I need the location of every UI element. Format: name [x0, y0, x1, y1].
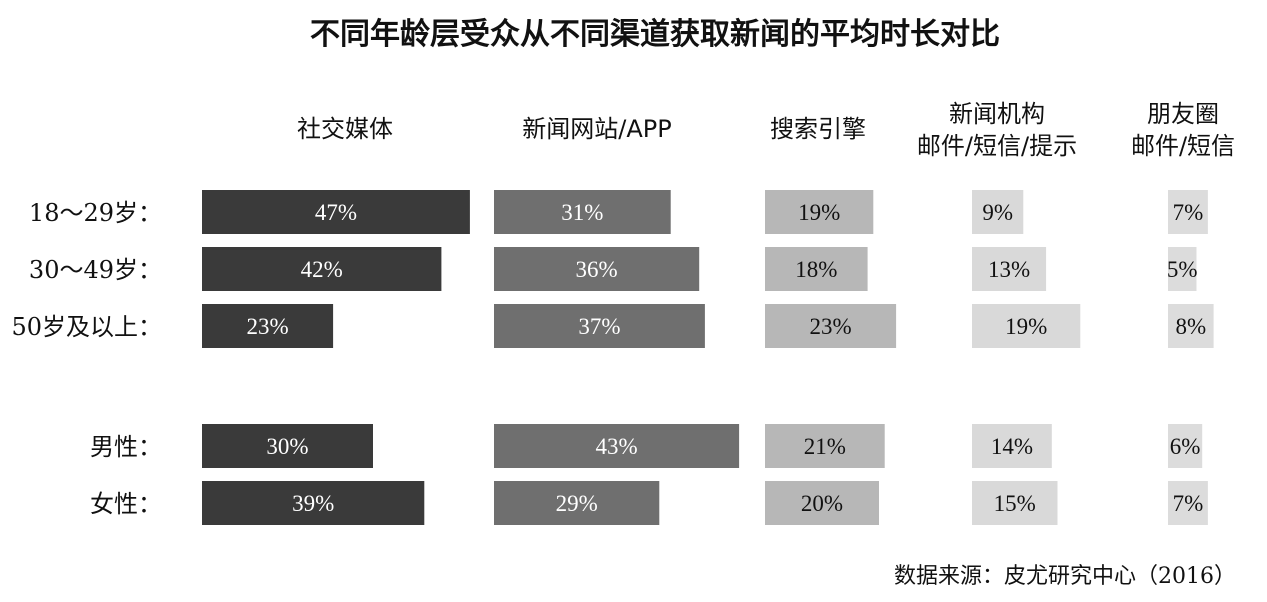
row-label: 30～49岁： — [29, 256, 162, 284]
column-header: 朋友圈 — [1147, 100, 1219, 128]
bar — [1168, 424, 1203, 468]
bar — [494, 190, 671, 234]
data-label: 36% — [576, 257, 618, 282]
bar — [202, 190, 470, 234]
row-labels: 18～29岁： 30～49岁： 50岁及以上： 男性： 女性： — [11, 199, 162, 518]
bar — [972, 481, 1058, 525]
bar — [202, 424, 373, 468]
chart-title: 不同年龄层受众从不同渠道获取新闻的平均时长对比 — [310, 17, 1000, 52]
bar — [494, 304, 705, 348]
bar — [972, 304, 1081, 348]
bar — [972, 424, 1052, 468]
data-label: 37% — [578, 314, 620, 339]
bar — [972, 247, 1047, 291]
data-label: 43% — [595, 434, 637, 459]
data-label: 6% — [1170, 434, 1201, 459]
bar — [972, 190, 1024, 234]
bar — [765, 481, 879, 525]
data-label: 23% — [809, 314, 851, 339]
column-header: 社交媒体 — [297, 115, 393, 143]
column-header: 新闻网站/APP — [522, 115, 671, 143]
source-note: 数据来源：皮尤研究中心（2016） — [894, 564, 1236, 589]
bar — [202, 304, 334, 348]
data-label: 8% — [1175, 314, 1206, 339]
data-label: 39% — [292, 491, 334, 516]
bar — [1168, 247, 1197, 291]
data-label: 7% — [1173, 491, 1204, 516]
bars: 47% 31% 19% 9% 7% 42% 36% 18% 13% 5% 23% 37% 23% 19% 8… — [202, 190, 1214, 525]
data-label: 13% — [988, 257, 1030, 282]
bar — [765, 304, 897, 348]
column-header: 新闻机构 — [949, 100, 1045, 128]
data-label: 47% — [315, 200, 357, 225]
row-label: 男性： — [90, 433, 162, 461]
data-label: 9% — [982, 200, 1013, 225]
data-label: 29% — [556, 491, 598, 516]
data-label: 15% — [994, 491, 1036, 516]
bar — [1168, 481, 1208, 525]
bar — [765, 424, 885, 468]
data-label: 23% — [246, 314, 288, 339]
data-label: 19% — [798, 200, 840, 225]
bar — [1168, 304, 1214, 348]
bar — [494, 481, 660, 525]
data-label: 20% — [801, 491, 843, 516]
row-label: 50岁及以上： — [11, 313, 162, 341]
data-label: 7% — [1173, 200, 1204, 225]
bar — [765, 247, 868, 291]
data-label: 5% — [1167, 257, 1198, 282]
data-label: 19% — [1005, 314, 1047, 339]
bar — [494, 424, 740, 468]
column-header: 邮件/短信 — [1131, 132, 1235, 160]
data-label: 18% — [795, 257, 837, 282]
bar — [494, 247, 700, 291]
data-label: 31% — [561, 200, 603, 225]
bar — [202, 247, 442, 291]
column-header: 搜索引擎 — [770, 115, 866, 143]
row-label: 18～29岁： — [29, 199, 162, 227]
bar — [765, 190, 874, 234]
bar — [202, 481, 425, 525]
column-header: 邮件/短信/提示 — [917, 132, 1077, 160]
data-label: 14% — [991, 434, 1033, 459]
data-label: 30% — [266, 434, 308, 459]
bar — [1168, 190, 1208, 234]
row-label: 女性： — [90, 490, 162, 518]
data-label: 21% — [804, 434, 846, 459]
data-label: 42% — [301, 257, 343, 282]
